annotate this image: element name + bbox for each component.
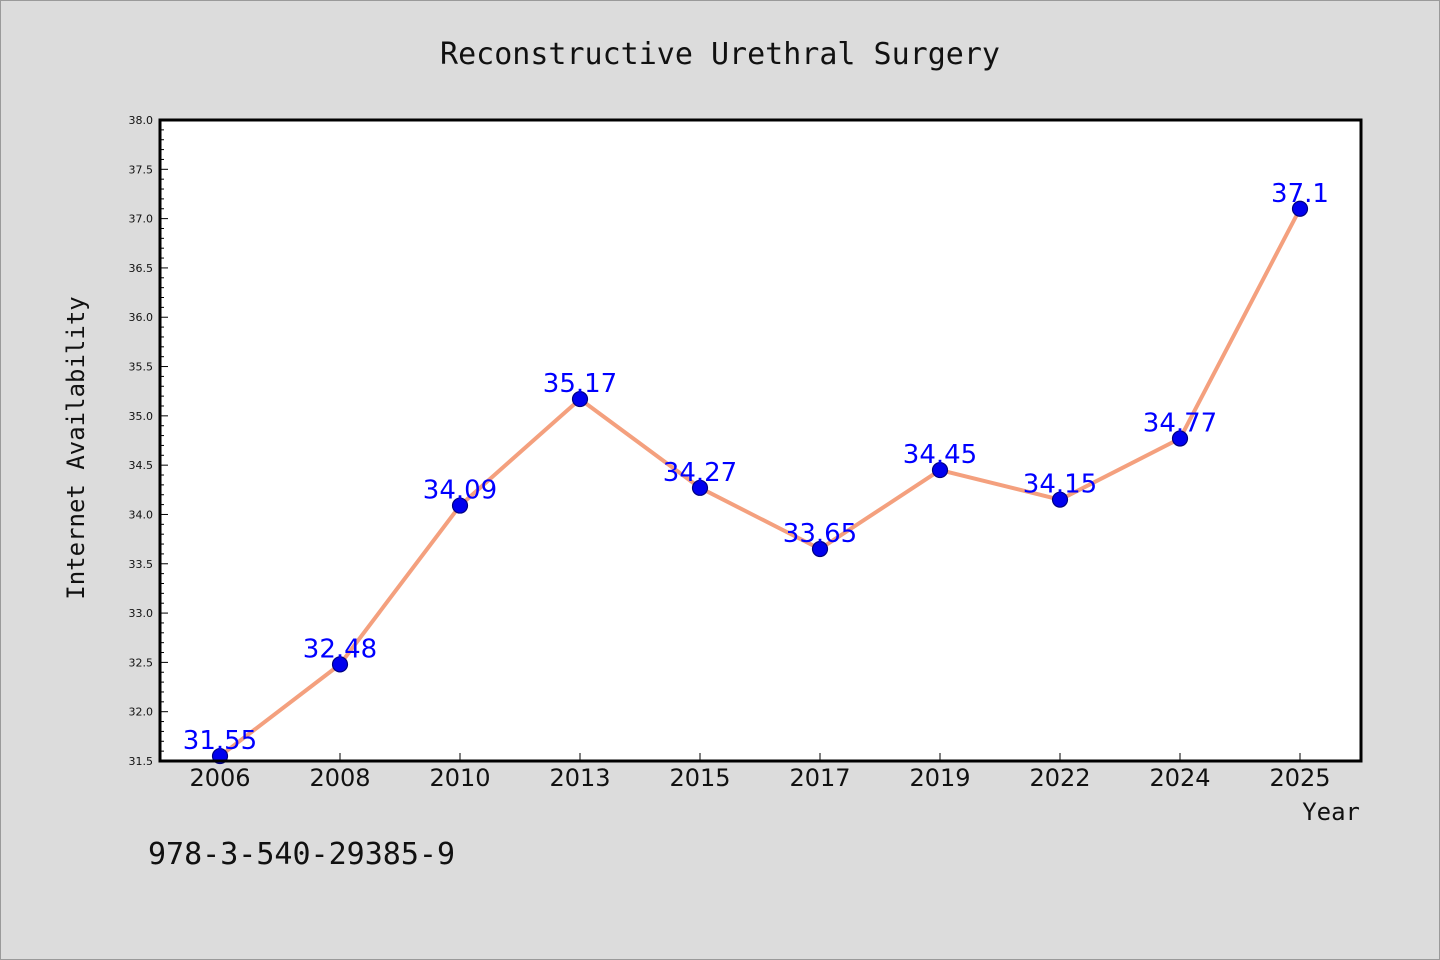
data-label: 34.27: [663, 458, 737, 488]
y-tick-label: 36.0: [129, 311, 154, 324]
isbn-footnote: 978-3-540-29385-9: [148, 837, 455, 872]
data-point-marker: [811, 540, 829, 558]
plot-area: [160, 120, 1361, 761]
data-label: 33.65: [783, 519, 857, 549]
data-label: 34.09: [423, 476, 497, 506]
x-axis-title: Year: [1302, 798, 1360, 826]
y-tick-label: 32.5: [129, 656, 154, 669]
series-line-group: [218, 207, 1302, 758]
data-label: 34.15: [1023, 470, 1097, 500]
x-tick-label: 2022: [1029, 764, 1090, 792]
data-label: 32.48: [303, 634, 377, 664]
data-label: 34.77: [1143, 409, 1217, 439]
y-tick-label: 33.5: [129, 558, 154, 571]
data-point-marker: [1171, 430, 1189, 447]
x-tick-label: 2010: [429, 764, 490, 792]
y-tick-label: 34.5: [129, 459, 154, 472]
data-labels-group: 31.55 32.48 34.09 35.17 34.27 33.65 34.45 34.15…: [183, 179, 1329, 756]
data-point-marker: [1051, 491, 1069, 508]
x-tick-label: 2015: [669, 764, 730, 792]
y-tick-label: 38.0: [129, 114, 154, 127]
y-tick-label: 35.0: [129, 410, 154, 423]
y-tick-label: 31.5: [129, 755, 154, 768]
chart-title: Reconstructive Urethral Surgery: [440, 37, 1000, 72]
y-tick-label: 36.5: [129, 262, 154, 275]
y-tick-label: 35.5: [129, 361, 154, 374]
x-tick-label: 2008: [309, 764, 370, 792]
x-tick-label: 2013: [549, 764, 610, 792]
axis-ticks: 31.5 32.0 32.5 33.0 33.5 34.0 34.5 35.0 35.5 36.0…: [129, 114, 1331, 792]
plot-border: [158, 118, 1363, 763]
markers-group: [211, 200, 1309, 765]
x-tick-label: 2024: [1149, 764, 1210, 792]
data-label: 37.1: [1271, 179, 1329, 209]
y-tick-label: 32.0: [129, 706, 154, 719]
x-tick-label: 2025: [1269, 764, 1330, 792]
x-tick-label: 2006: [189, 764, 250, 792]
y-tick-label: 33.0: [129, 607, 154, 620]
data-point-marker: [691, 479, 709, 496]
data-point-marker: [1291, 200, 1309, 217]
x-tick-label: 2019: [909, 764, 970, 792]
series-line: [218, 207, 1302, 758]
data-point-marker: [571, 390, 589, 408]
data-point-marker: [931, 461, 949, 479]
x-tick-label: 2017: [789, 764, 850, 792]
y-axis-title: Internet Availability: [62, 296, 90, 599]
y-tick-label: 37.0: [129, 213, 154, 226]
data-label: 31.55: [183, 726, 257, 756]
data-label: 34.45: [903, 440, 977, 470]
y-tick-label: 37.5: [129, 163, 154, 176]
data-point-marker: [331, 656, 349, 673]
y-tick-label: 34.0: [129, 508, 154, 521]
data-label: 35.17: [543, 369, 617, 399]
data-point-marker: [451, 497, 469, 514]
